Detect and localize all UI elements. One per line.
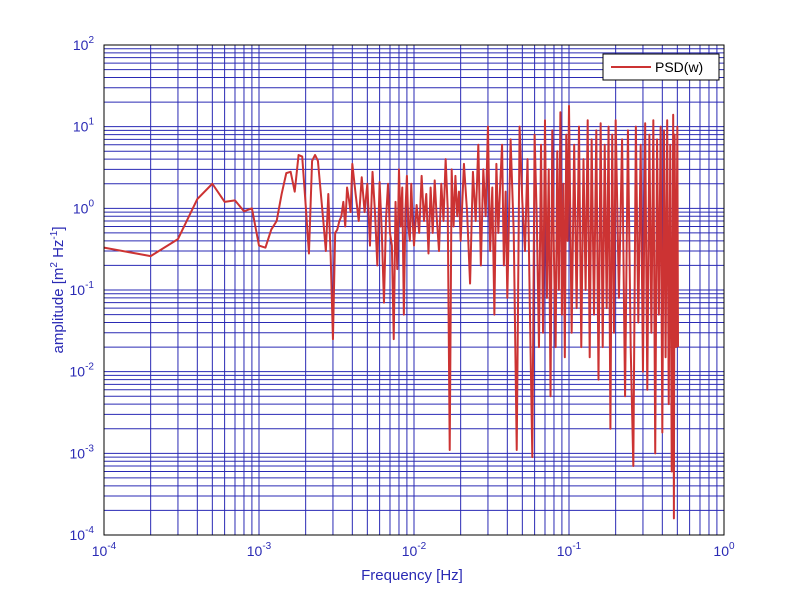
x-tick-base: 10 (557, 543, 573, 559)
y-tick-exponent: -4 (85, 525, 94, 536)
x-tick-exponent: -1 (572, 541, 581, 552)
x-tick-label-3: 10-1 (557, 541, 582, 559)
y-tick-label-6: 102 (73, 35, 95, 53)
y-tick-base: 10 (70, 527, 86, 543)
y-axis-label-mid: Hz (50, 240, 67, 263)
y-axis-label-end: ] (50, 226, 67, 230)
plot-frame (103, 44, 725, 536)
y-axis-label-sup1: 2 (49, 262, 60, 268)
y-tick-label-1: 10-3 (70, 443, 95, 461)
y-tick-base: 10 (70, 364, 86, 380)
x-axis-label: Frequency [Hz] (361, 567, 463, 584)
y-tick-exponent: 1 (88, 117, 94, 128)
tick-labels: 10-4 10-3 10-2 10-1 10010-410-310-210-110010… (70, 35, 735, 559)
x-tick-base: 10 (92, 543, 108, 559)
y-tick-label-0: 10-4 (70, 525, 95, 543)
y-axis-label-sup2: -1 (49, 230, 60, 239)
y-axis-label: amplitude [m2 Hz-1] (49, 226, 67, 353)
y-tick-exponent: -3 (85, 443, 94, 454)
y-tick-label-3: 10-1 (70, 280, 95, 298)
legend-label: PSD(w) (655, 59, 703, 75)
y-tick-label-5: 101 (73, 117, 95, 135)
x-tick-base: 10 (247, 543, 263, 559)
y-tick-base: 10 (73, 119, 89, 135)
x-tick-base: 10 (402, 543, 418, 559)
y-tick-base: 10 (70, 282, 86, 298)
x-tick-exponent: -2 (417, 541, 426, 552)
y-tick-label-4: 100 (73, 198, 95, 216)
y-tick-exponent: -2 (85, 362, 94, 373)
x-tick-label-1: 10-3 (247, 541, 272, 559)
y-tick-exponent: -1 (85, 280, 94, 291)
x-tick-label-2: 10-2 (402, 541, 427, 559)
series-line-0 (103, 104, 680, 520)
y-tick-base: 10 (73, 200, 89, 216)
y-tick-label-2: 10-2 (70, 362, 95, 380)
x-tick-label-4: 100 (713, 541, 735, 559)
x-tick-base: 10 (713, 543, 729, 559)
y-axis-label-text: amplitude [m (50, 268, 67, 354)
x-tick-exponent: 0 (729, 541, 735, 552)
y-tick-exponent: 2 (88, 35, 94, 46)
y-tick-base: 10 (70, 445, 86, 461)
x-tick-exponent: -3 (262, 541, 271, 552)
legend: PSD(w) (602, 53, 720, 81)
y-tick-base: 10 (73, 37, 89, 53)
data-layer (103, 104, 680, 520)
x-tick-exponent: -4 (107, 541, 116, 552)
x-tick-label-0: 10-4 (92, 541, 117, 559)
y-tick-exponent: 0 (88, 198, 94, 209)
